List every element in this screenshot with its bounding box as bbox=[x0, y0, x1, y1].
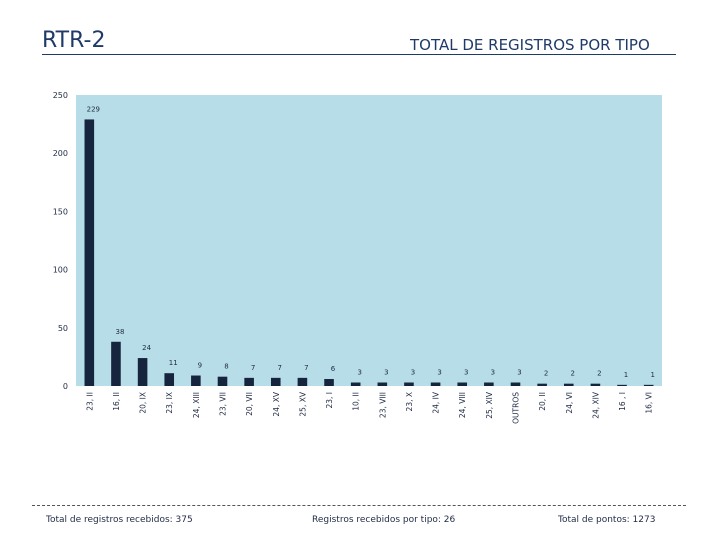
data-label: 6 bbox=[331, 365, 336, 373]
title-underline bbox=[42, 54, 408, 55]
bar bbox=[563, 383, 574, 386]
bar bbox=[430, 382, 441, 386]
x-tick-label: 20, IX bbox=[139, 392, 148, 414]
bar bbox=[643, 384, 654, 386]
x-tick-label: 10, II bbox=[352, 392, 361, 411]
x-tick-label: 23, VII bbox=[219, 392, 228, 416]
bar bbox=[377, 382, 388, 386]
bar bbox=[350, 382, 361, 386]
x-tick-label: 23, IX bbox=[165, 392, 174, 414]
data-label: 3 bbox=[491, 369, 495, 377]
x-tick-label: 23, I bbox=[325, 392, 334, 409]
footer-registros-por-tipo: Registros recebidos por tipo: 26 bbox=[312, 515, 456, 525]
bar bbox=[404, 382, 414, 386]
bar bbox=[270, 377, 281, 386]
x-tick-label: 24, VIII bbox=[458, 392, 467, 418]
data-label: 3 bbox=[464, 369, 468, 377]
bar bbox=[457, 382, 468, 386]
data-label: 2 bbox=[544, 370, 548, 378]
x-tick-label: 24, XV bbox=[272, 391, 281, 416]
bar bbox=[84, 119, 95, 386]
x-tick-label: 16, VI bbox=[645, 392, 654, 414]
data-label: 2 bbox=[597, 370, 601, 378]
x-tick-label: 24, XIV bbox=[591, 391, 600, 419]
bar bbox=[484, 382, 494, 386]
bar bbox=[191, 375, 201, 386]
y-tick-label: 150 bbox=[53, 207, 68, 216]
y-tick-label: 100 bbox=[53, 266, 68, 275]
x-tick-label: 24, IV bbox=[432, 391, 441, 414]
footer-total-pontos: Total de pontos: 1273 bbox=[558, 515, 656, 525]
data-label: 38 bbox=[115, 328, 124, 336]
data-label: 229 bbox=[87, 105, 100, 113]
footer-total-registros: Total de registros recebidos: 375 bbox=[46, 515, 193, 525]
y-tick-label: 0 bbox=[63, 382, 68, 391]
x-tick-label: 24, VI bbox=[565, 392, 574, 414]
plot-area bbox=[76, 95, 662, 386]
data-label: 1 bbox=[650, 371, 654, 379]
data-label: 1 bbox=[624, 371, 628, 379]
x-tick-label: 16, II bbox=[112, 392, 121, 411]
data-label: 8 bbox=[224, 363, 228, 371]
bar bbox=[324, 379, 334, 386]
data-label: 3 bbox=[411, 369, 415, 377]
data-label: 3 bbox=[437, 369, 441, 377]
x-tick-label: OUTROS bbox=[512, 392, 521, 424]
bar bbox=[164, 373, 175, 386]
data-label: 24 bbox=[142, 344, 151, 352]
x-tick-label: 25, XV bbox=[298, 391, 307, 416]
data-label: 9 bbox=[198, 362, 202, 370]
x-tick-label: 20, II bbox=[538, 392, 547, 411]
bar bbox=[537, 383, 547, 386]
data-label: 3 bbox=[357, 369, 361, 377]
data-label: 7 bbox=[304, 364, 308, 372]
x-tick-label: 24, XIII bbox=[192, 392, 201, 418]
x-axis: 23, II 16, II 20, IX 23, IX 24, XIII 23, VII 2… bbox=[85, 391, 653, 424]
data-label: 7 bbox=[251, 364, 255, 372]
x-tick-label: 16 , I bbox=[618, 392, 627, 411]
bar bbox=[510, 382, 521, 386]
bar bbox=[617, 384, 627, 386]
bar bbox=[244, 377, 254, 386]
bar bbox=[217, 376, 228, 386]
y-tick-label: 50 bbox=[58, 324, 68, 333]
title-underline-right bbox=[408, 54, 676, 55]
bar bbox=[297, 377, 308, 386]
bar bbox=[137, 358, 148, 386]
y-tick-label: 250 bbox=[53, 91, 68, 100]
chart-title: TOTAL DE REGISTROS POR TIPO bbox=[410, 36, 650, 54]
x-tick-label: 25, XIV bbox=[485, 391, 494, 419]
footer-divider bbox=[32, 505, 686, 506]
page-title: RTR-2 bbox=[42, 28, 106, 53]
data-label: 3 bbox=[384, 369, 388, 377]
x-tick-label: 20, VII bbox=[245, 392, 254, 416]
data-label: 3 bbox=[517, 369, 521, 377]
data-label: 11 bbox=[169, 359, 178, 367]
x-tick-label: 23, X bbox=[405, 392, 414, 411]
x-tick-label: 23, II bbox=[85, 392, 94, 411]
bar bbox=[111, 341, 121, 386]
y-axis: 0 50 100 150 200 250 bbox=[53, 91, 68, 391]
x-tick-label: 23, VIII bbox=[378, 392, 387, 418]
bar bbox=[590, 383, 601, 386]
data-label: 2 bbox=[571, 370, 575, 378]
data-label: 7 bbox=[278, 364, 282, 372]
y-tick-label: 200 bbox=[53, 149, 68, 158]
bars bbox=[84, 119, 654, 386]
